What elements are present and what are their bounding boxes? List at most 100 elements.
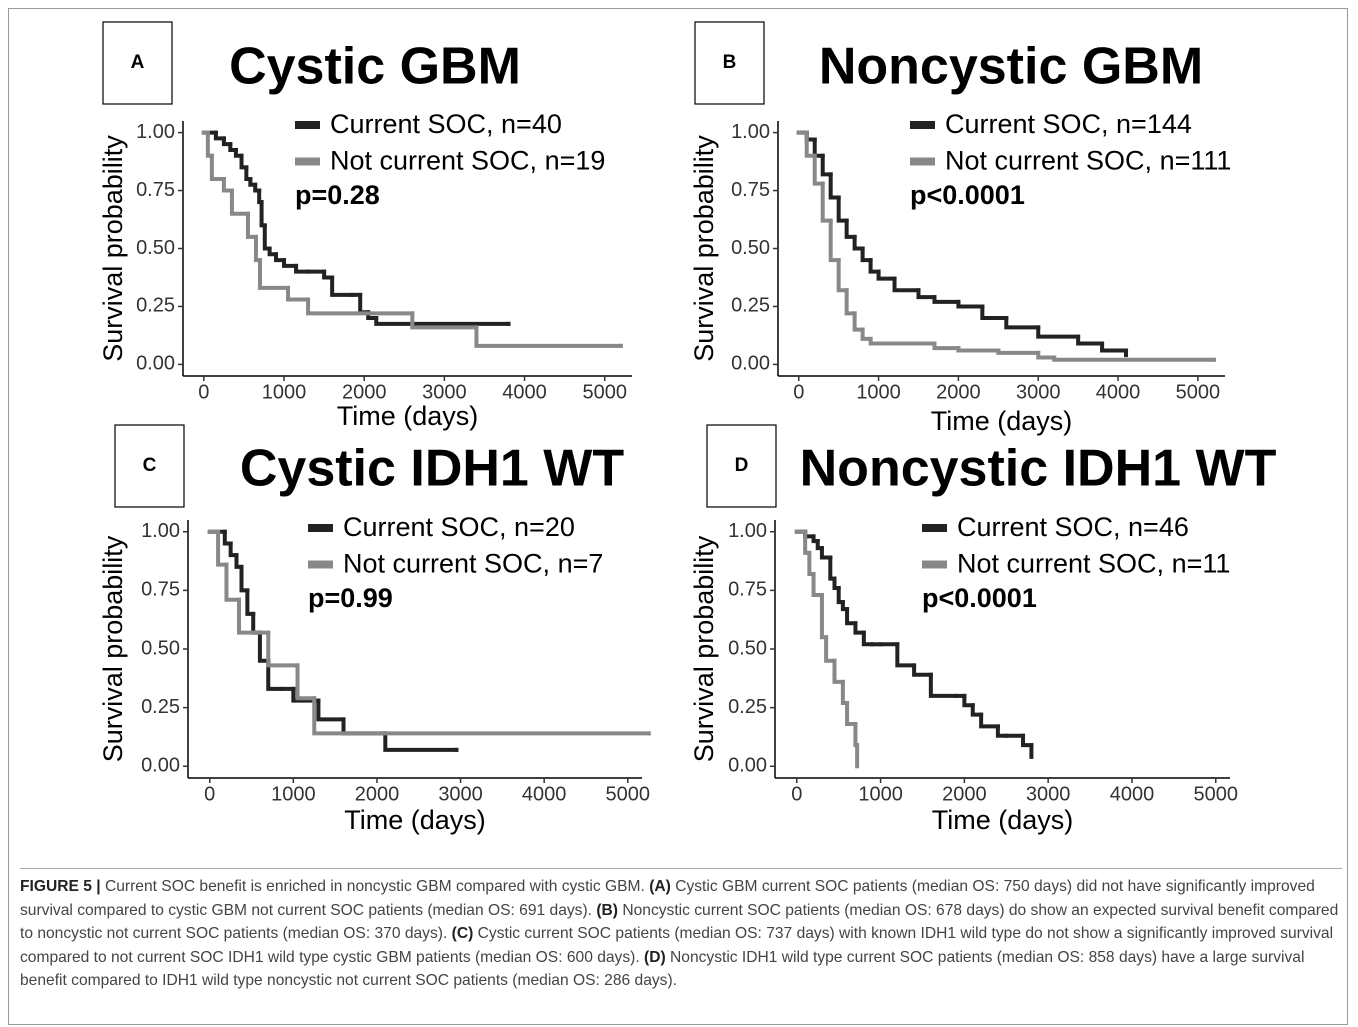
panel-label-box bbox=[114, 424, 185, 508]
y-tick-label: 0.25 bbox=[136, 295, 175, 317]
survival-step bbox=[209, 153, 226, 181]
legend-label: Current SOC, n=144 bbox=[945, 109, 1192, 139]
x-tick-label: 4000 bbox=[522, 783, 567, 805]
survival-step bbox=[932, 341, 961, 351]
caption-text: Noncystic current SOC patients (median O… bbox=[20, 901, 1339, 943]
survival-step bbox=[1021, 733, 1034, 748]
chart-title: Noncystic IDH1 WT bbox=[800, 440, 1277, 498]
x-tick-label: 2000 bbox=[342, 381, 387, 403]
p-value: p=0.28 bbox=[295, 180, 380, 210]
survival-step bbox=[245, 211, 258, 239]
survival-step bbox=[205, 130, 214, 158]
y-tick-label: 0.75 bbox=[141, 579, 180, 601]
y-tick-label: 0.00 bbox=[731, 353, 770, 375]
survival-step bbox=[820, 181, 833, 223]
survival-step bbox=[819, 593, 829, 640]
survival-step bbox=[383, 731, 459, 752]
survival-step bbox=[1036, 325, 1081, 339]
survival-step bbox=[852, 234, 865, 251]
y-tick-label: 0.50 bbox=[141, 637, 180, 659]
survival-step bbox=[895, 642, 917, 668]
survival-step bbox=[828, 555, 837, 581]
legend-swatch bbox=[308, 560, 333, 569]
survival-step bbox=[928, 672, 958, 698]
x-tick-label: 3000 bbox=[422, 381, 467, 403]
survival-step bbox=[474, 325, 623, 348]
y-tick-label: 1.00 bbox=[731, 121, 770, 143]
survival-step bbox=[840, 679, 850, 705]
survival-step bbox=[860, 246, 873, 263]
survival-step bbox=[804, 130, 817, 158]
legend-swatch bbox=[922, 524, 947, 532]
survival-step bbox=[995, 724, 1009, 738]
x-tick-label: 4000 bbox=[1096, 381, 1141, 403]
survival-step bbox=[1100, 341, 1129, 353]
survival-step bbox=[257, 630, 271, 663]
caption-bold: (A) bbox=[649, 878, 671, 895]
chart-title: Cystic IDH1 WT bbox=[240, 440, 625, 498]
survival-step bbox=[868, 258, 881, 274]
y-tick-label: 0.75 bbox=[728, 579, 767, 601]
survival-step bbox=[892, 276, 921, 293]
y-tick-label: 1.00 bbox=[141, 520, 180, 542]
survival-step bbox=[812, 153, 825, 186]
y-tick-label: 0.75 bbox=[731, 179, 770, 201]
survival-step bbox=[828, 218, 841, 263]
caption: FIGURE 5 | Current SOC benefit is enrich… bbox=[20, 868, 1342, 993]
survival-step bbox=[811, 571, 824, 598]
legend-label: Current SOC, n=46 bbox=[957, 512, 1189, 542]
survival-step bbox=[979, 712, 1000, 729]
caption-bold: FIGURE 5 | bbox=[20, 878, 101, 895]
survival-step bbox=[322, 269, 335, 280]
survival-step bbox=[828, 172, 841, 200]
legend-swatch bbox=[295, 157, 320, 166]
x-tick-label: 0 bbox=[204, 783, 215, 805]
chart-title: Noncystic GBM bbox=[819, 38, 1203, 96]
x-tick-label: 1000 bbox=[856, 381, 901, 403]
x-tick-label: 5000 bbox=[1194, 783, 1239, 805]
survival-step bbox=[1004, 316, 1041, 330]
x-tick-label: 4000 bbox=[502, 381, 547, 403]
y-axis-label: Survival probability bbox=[98, 135, 128, 362]
survival-step bbox=[956, 299, 985, 309]
survival-step bbox=[956, 346, 1001, 353]
x-tick-label: 5000 bbox=[1176, 381, 1221, 403]
legend-label: Not current SOC, n=19 bbox=[330, 146, 605, 176]
survival-step bbox=[374, 316, 511, 326]
survival-step bbox=[1036, 350, 1057, 360]
survival-step bbox=[306, 297, 415, 316]
survival-step bbox=[251, 611, 262, 635]
survival-step bbox=[845, 700, 858, 727]
survival-step bbox=[832, 658, 845, 684]
y-tick-label: 0.50 bbox=[731, 237, 770, 259]
survival-step bbox=[970, 703, 984, 717]
survival-step bbox=[266, 630, 300, 668]
survival-step bbox=[819, 546, 833, 560]
survival-step bbox=[213, 130, 226, 141]
legend-swatch bbox=[910, 121, 935, 129]
survival-step bbox=[341, 717, 388, 736]
survival-step bbox=[868, 336, 897, 346]
p-value: p<0.0001 bbox=[922, 583, 1037, 613]
survival-step bbox=[853, 722, 860, 748]
x-axis-label: Time (days) bbox=[932, 805, 1074, 835]
y-tick-label: 0.75 bbox=[136, 179, 175, 201]
survival-step bbox=[853, 621, 866, 635]
x-axis-label: Time (days) bbox=[344, 805, 486, 835]
survival-step bbox=[295, 663, 317, 701]
y-tick-label: 0.00 bbox=[136, 353, 175, 375]
survival-step bbox=[844, 288, 857, 316]
survival-step bbox=[237, 597, 258, 635]
legend-label: Current SOC, n=40 bbox=[330, 109, 562, 139]
figure: A Cystic GBM 0.00 0.25 0.50 0.75 1.00 0 1000 2000… bbox=[98, 21, 1277, 835]
survival-step bbox=[245, 588, 256, 616]
survival-step bbox=[316, 698, 346, 722]
y-tick-label: 1.00 bbox=[728, 520, 767, 542]
survival-step bbox=[330, 275, 355, 297]
panel-label: D bbox=[735, 455, 749, 476]
survival-step bbox=[229, 188, 250, 216]
caption-text: Cystic GBM current SOC patients (median … bbox=[20, 878, 1315, 919]
panel-label-box bbox=[102, 21, 173, 105]
survival-step bbox=[836, 586, 845, 605]
legend-label: Current SOC, n=20 bbox=[343, 512, 575, 542]
